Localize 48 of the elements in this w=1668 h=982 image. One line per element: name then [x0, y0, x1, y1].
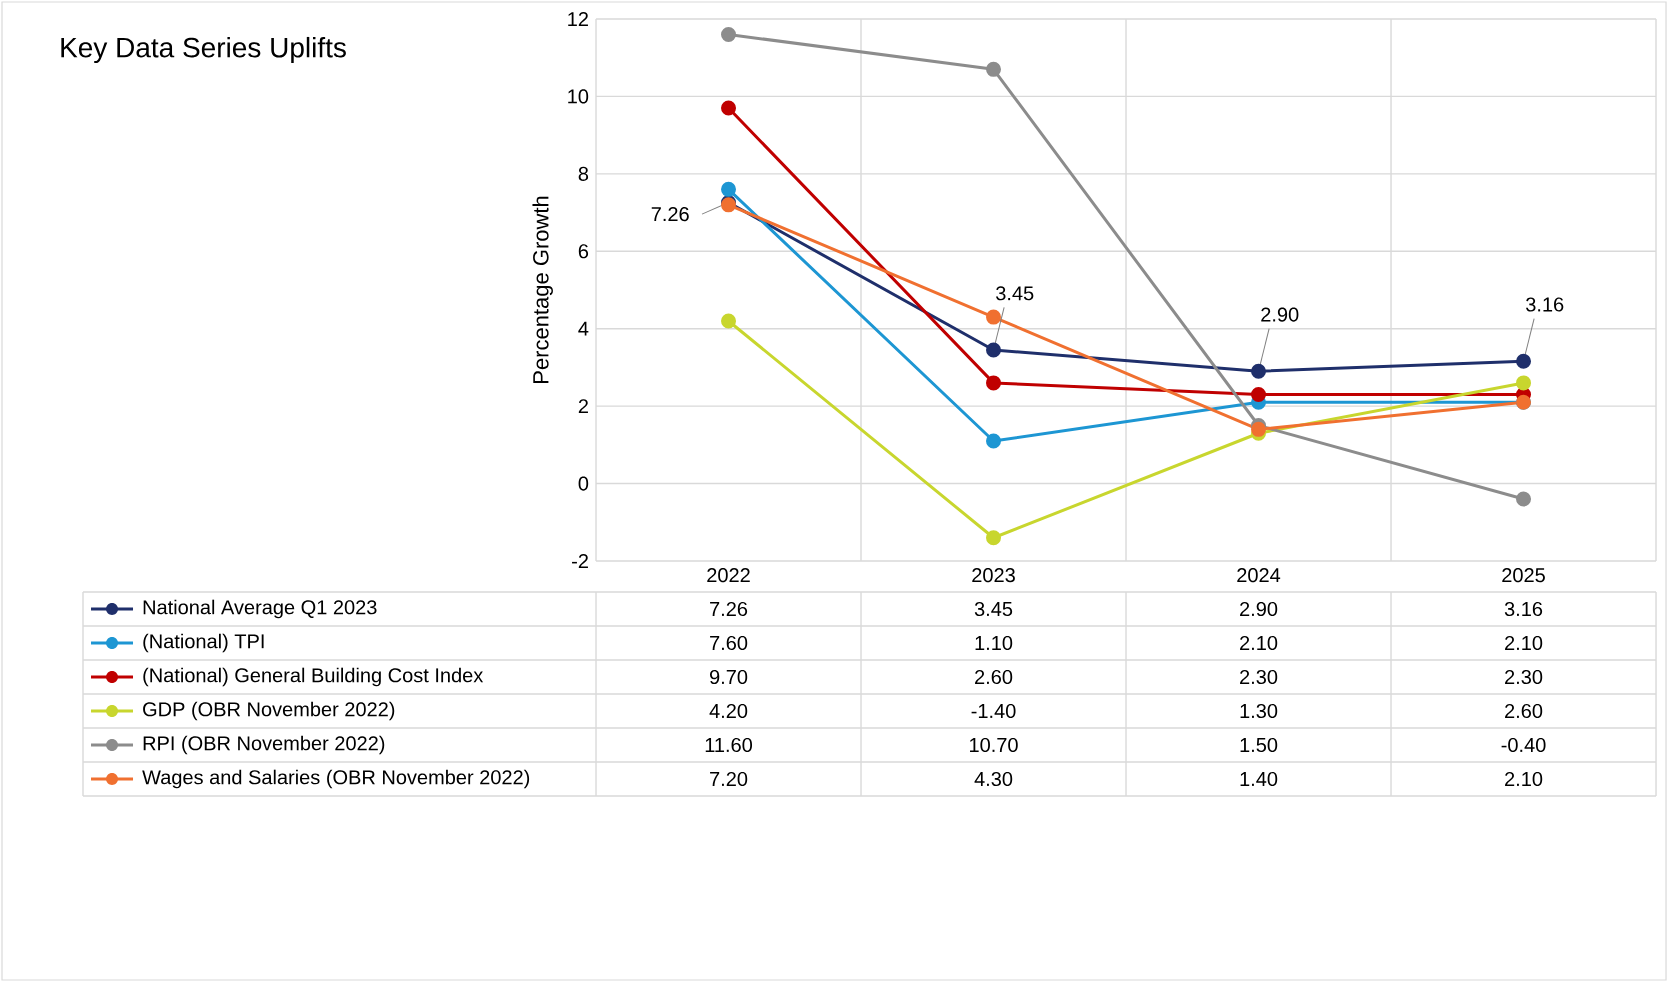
data-label: 2.60 [1505, 703, 1543, 719]
y-axis-title: Percentage Growth [532, 196, 553, 383]
x-tick-label: 2024 [1237, 568, 1281, 583]
data-label: 2.60 [975, 669, 1013, 685]
y-tick-label: 0 [578, 476, 589, 491]
x-tick-label: 2023 [972, 568, 1015, 583]
annotation: 3.16 [1526, 297, 1564, 312]
y-tick-label: -2 [572, 554, 588, 568]
data-label: 2.10 [1505, 635, 1543, 651]
y-tick-label: 10 [568, 89, 589, 104]
legend-label: GDP (OBR November 2022) [143, 701, 395, 721]
data-label: 7.26 [710, 601, 748, 617]
data-label: 2.30 [1505, 669, 1543, 685]
data-label: 4.30 [974, 771, 1013, 787]
x-tick-label: 2025 [1502, 568, 1545, 583]
legend-label: (National) General Building Cost Index [143, 667, 484, 687]
data-label: 7.20 [710, 771, 748, 787]
annotation: 3.45 [996, 286, 1034, 301]
annotation: 2.90 [1261, 307, 1299, 322]
data-label: 3.45 [974, 601, 1013, 617]
y-tick-label: 4 [578, 321, 589, 336]
data-label: 7.60 [710, 635, 748, 651]
x-tick-label: 2022 [707, 568, 750, 583]
data-label: 2.10 [1240, 635, 1278, 651]
data-label: 1.50 [1240, 737, 1278, 753]
data-label: 4.20 [709, 703, 748, 719]
legend-label: RPI (OBR November 2022) [143, 735, 385, 755]
data-label: -0.40 [1501, 737, 1546, 753]
data-label: 11.60 [705, 737, 753, 753]
data-label: 1.10 [975, 635, 1013, 651]
legend-label: (National) TPI [143, 633, 264, 653]
data-label: 9.70 [709, 669, 748, 685]
data-label: 1.40 [1240, 771, 1278, 787]
legend-label: National Average Q1 2023 [143, 599, 377, 619]
annotation: 7.26 [651, 207, 689, 222]
data-label: 10.70 [970, 737, 1018, 753]
data-label: 2.10 [1505, 771, 1543, 787]
y-tick-label: 12 [568, 12, 588, 26]
legend-label: Wages and Salaries (OBR November 2022) [142, 769, 530, 789]
y-tick-label: 8 [578, 166, 589, 181]
data-label: -1.40 [971, 703, 1016, 719]
data-label: 1.30 [1240, 703, 1278, 719]
data-label: 2.90 [1240, 601, 1278, 617]
y-tick-label: 2 [578, 399, 588, 414]
data-label: 2.30 [1240, 669, 1278, 685]
text: Key Data Series Uplifts [61, 36, 346, 64]
data-label: 3.16 [1504, 601, 1543, 617]
y-tick-label: 6 [578, 244, 589, 259]
